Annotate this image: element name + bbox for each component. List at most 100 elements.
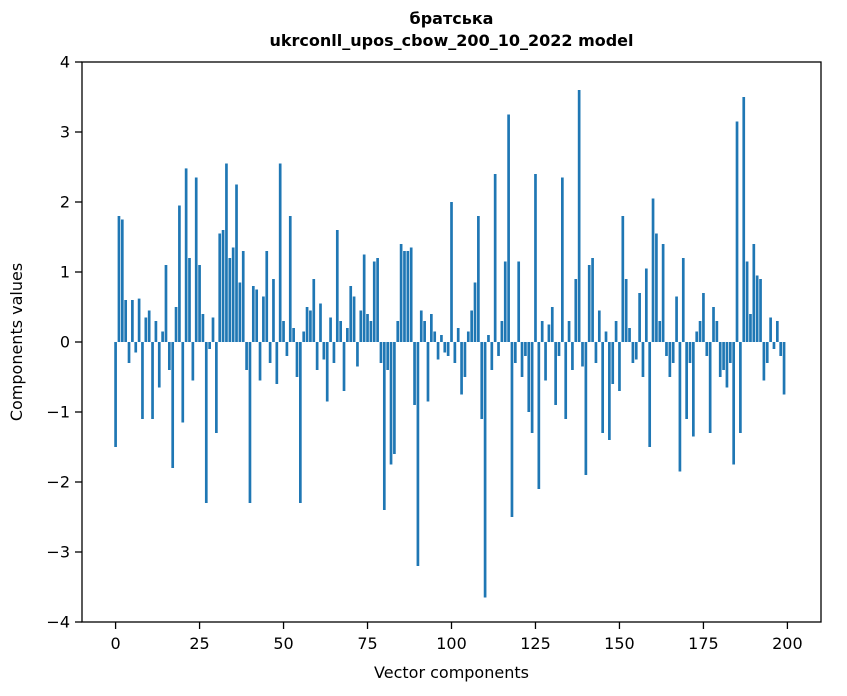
bar <box>275 342 279 384</box>
bar <box>231 247 235 342</box>
bar <box>524 342 527 356</box>
bar <box>433 331 437 342</box>
bar <box>335 230 339 342</box>
bar <box>550 307 554 342</box>
bar <box>775 321 779 342</box>
bar <box>507 114 510 342</box>
bar <box>540 321 544 342</box>
bar <box>406 251 410 342</box>
bar <box>487 335 490 342</box>
y-tick-label: 0 <box>60 333 70 352</box>
bar <box>309 310 312 342</box>
bar <box>497 342 500 356</box>
x-axis-label: Vector components <box>374 663 529 682</box>
x-tick-label: 150 <box>604 634 635 653</box>
chart-title: братська <box>410 9 494 28</box>
bar <box>477 216 480 342</box>
bar <box>765 342 769 363</box>
bar <box>510 342 514 517</box>
x-tick-label: 75 <box>357 634 377 653</box>
bar <box>386 342 390 370</box>
bar <box>759 279 762 342</box>
bar <box>161 331 164 342</box>
bar <box>503 261 507 342</box>
bar <box>194 177 198 342</box>
chart-subtitle: ukrconll_upos_cbow_200_10_2022 model <box>269 31 633 50</box>
bar <box>668 342 672 377</box>
bar <box>742 97 746 342</box>
bar <box>315 342 319 370</box>
bar <box>725 342 729 388</box>
bar <box>131 300 134 342</box>
y-tick-label: 2 <box>60 193 70 212</box>
bar <box>708 342 712 433</box>
bar <box>611 342 615 384</box>
bar <box>215 342 218 433</box>
bar <box>436 342 440 360</box>
bar <box>762 342 766 381</box>
bar <box>634 342 638 360</box>
bar <box>577 90 581 342</box>
bar <box>403 251 406 342</box>
y-tick-label: −3 <box>46 543 70 562</box>
bar <box>440 335 443 342</box>
bar <box>174 307 178 342</box>
bar <box>463 342 467 377</box>
bar <box>735 121 739 342</box>
bar <box>769 317 772 342</box>
bar <box>587 265 591 342</box>
bar <box>618 342 621 391</box>
y-axis-ticks: −4 −3 −2 −1 0 1 2 3 4 <box>46 53 82 632</box>
bar <box>376 258 379 342</box>
y-tick-label: 3 <box>60 123 70 142</box>
bar <box>755 275 759 342</box>
bar <box>453 342 457 363</box>
bar <box>517 261 521 342</box>
bar <box>644 268 648 342</box>
bar <box>554 342 557 405</box>
bar <box>722 342 725 370</box>
bar <box>671 342 675 363</box>
bar <box>658 321 662 342</box>
bar <box>178 205 181 342</box>
bar <box>584 342 588 475</box>
bar <box>312 279 316 342</box>
bar <box>409 247 413 342</box>
bar <box>366 314 369 342</box>
y-tick-label: −4 <box>46 613 70 632</box>
bar <box>688 342 692 363</box>
bar <box>299 342 302 503</box>
bar <box>574 279 578 342</box>
x-tick-label: 25 <box>189 634 209 653</box>
bar <box>255 289 259 342</box>
bar <box>282 321 285 342</box>
bar <box>608 342 611 440</box>
bar <box>265 251 269 342</box>
x-axis-ticks: 0 25 50 75 100 125 150 175 200 <box>110 622 803 653</box>
bar <box>480 342 484 419</box>
bar <box>530 342 534 433</box>
bar <box>322 342 326 360</box>
bar <box>665 342 668 356</box>
bar <box>114 342 117 447</box>
bar <box>352 296 356 342</box>
bar <box>443 342 447 353</box>
bar <box>346 328 349 342</box>
bar <box>141 342 144 419</box>
bar <box>238 282 242 342</box>
bar <box>211 317 215 342</box>
bar <box>749 314 752 342</box>
bar <box>466 331 470 342</box>
bar <box>557 342 561 356</box>
bar <box>416 342 420 566</box>
bar <box>329 317 332 342</box>
bar <box>278 163 282 342</box>
x-tick-label: 200 <box>772 634 803 653</box>
bar <box>631 342 635 363</box>
y-tick-label: 4 <box>60 53 70 72</box>
bar <box>698 321 702 342</box>
bar <box>359 310 363 342</box>
bar <box>752 244 756 342</box>
bar <box>678 342 682 472</box>
bar <box>325 342 329 402</box>
